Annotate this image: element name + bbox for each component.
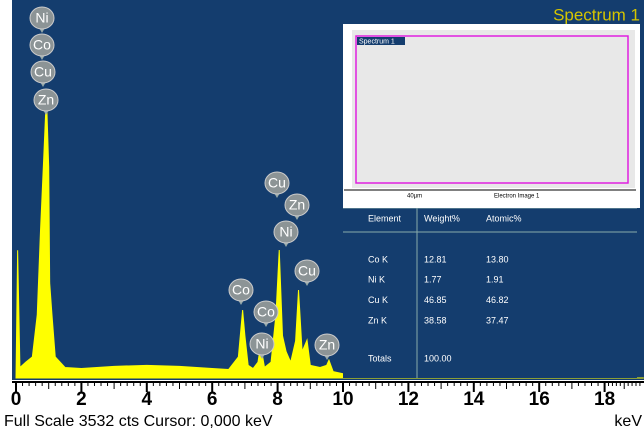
image-caption: Electron Image 1: [494, 194, 540, 200]
element-label: Cu: [34, 64, 52, 80]
electron-image: [352, 30, 635, 188]
table-header: Atomic%: [486, 213, 522, 223]
table-cell: Ni K: [368, 275, 385, 285]
table-cell: 1.91: [486, 275, 504, 285]
element-label: Ni: [255, 336, 268, 352]
element-label: Zn: [289, 197, 305, 213]
page: NiCoCuZnCuZnNiCuCoCoNiZn ElementWeight%A…: [0, 0, 644, 435]
x-tick-label: 0: [11, 389, 22, 410]
table-cell: Co K: [368, 254, 388, 264]
element-label: Ni: [279, 224, 292, 240]
x-tick-label: 2: [76, 389, 87, 410]
scale-label: 40µm: [407, 194, 422, 200]
table-cell: Zn K: [368, 315, 387, 325]
x-tick-label: 10: [332, 389, 353, 410]
x-tick-label: 12: [398, 389, 419, 410]
x-tick-label: 8: [272, 389, 283, 410]
table-cell: 38.58: [424, 315, 447, 325]
element-label: Co: [33, 37, 51, 53]
result-table: Element Weight% Atomic% Co K 12.81 13.80 Ni K 1…: [343, 208, 637, 378]
table-cell: 12.81: [424, 254, 447, 264]
table-header: Element: [368, 213, 402, 223]
element-label: Cu: [298, 263, 316, 279]
table-cell: 46.82: [486, 295, 509, 305]
image-inset: Spectrum 1 40µm Electron Image 1: [343, 24, 640, 208]
element-label: Co: [257, 304, 275, 320]
footer: Full Scale 3532 cts Cursor: 0,000 keV: [4, 413, 273, 430]
element-label: Cu: [268, 175, 286, 191]
element-label: Zn: [38, 92, 54, 108]
x-axis-label: keV: [614, 413, 642, 430]
element-label: Ni: [35, 10, 48, 26]
chart: NiCoCuZnCuZnNiCuCoCoNiZn ElementWeight%A…: [0, 0, 644, 435]
left-margin: [0, 0, 12, 380]
table-cell: 1.77: [424, 275, 442, 285]
x-tick-label: 6: [207, 389, 218, 410]
table-header: Weight%: [424, 213, 460, 223]
x-tick-label: 18: [594, 389, 615, 410]
chart-title: Spectrum 1: [553, 5, 640, 24]
x-tick-label: 16: [529, 389, 550, 410]
table-cell: 13.80: [486, 254, 509, 264]
table-total: Totals: [368, 353, 392, 363]
x-tick-label: 14: [463, 389, 485, 410]
inset-label: Spectrum 1: [359, 38, 395, 45]
table-total: 100.00: [424, 353, 452, 363]
table-cell: Cu K: [368, 295, 388, 305]
table-cell: 37.47: [486, 315, 509, 325]
x-tick-label: 4: [142, 389, 153, 410]
table-cell: 46.85: [424, 295, 447, 305]
element-label: Zn: [319, 337, 335, 353]
element-label: Co: [232, 282, 250, 298]
